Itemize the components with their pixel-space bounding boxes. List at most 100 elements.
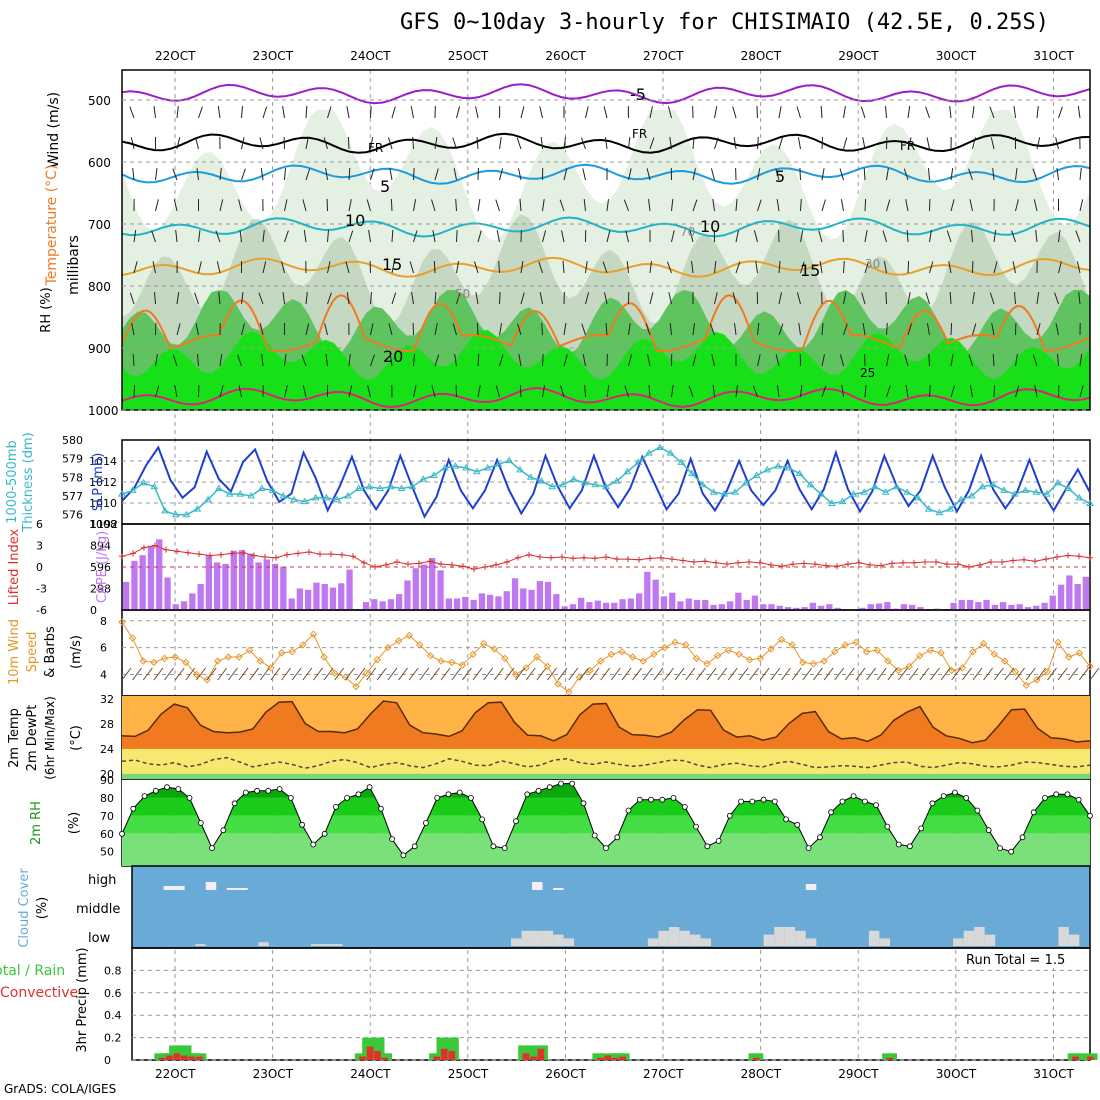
- wind-speed-point: [873, 646, 882, 655]
- rh-point: [591, 832, 598, 839]
- surface-wind-barb: [259, 667, 270, 681]
- wind-barb: [669, 137, 672, 150]
- wind-barb: [499, 137, 502, 150]
- wind-axis-label2: Speed: [25, 632, 40, 673]
- li-point: [570, 555, 576, 562]
- surface-wind-barb: [770, 667, 781, 681]
- li-point: [636, 556, 642, 563]
- cape-bar: [727, 601, 734, 610]
- rh-point: [704, 843, 711, 850]
- rh-tick-label: 50: [100, 846, 114, 859]
- li-point: [724, 561, 730, 568]
- thickness-axis-label: 1000-500mb: [5, 440, 20, 524]
- wind-barb: [155, 168, 158, 181]
- surface-wind-barb: [504, 667, 515, 681]
- wind-barb: [261, 354, 264, 367]
- cloud-high-gap: [163, 886, 175, 890]
- wind-barb: [818, 230, 823, 243]
- wind-barb: [928, 353, 930, 367]
- li-point: [416, 560, 422, 567]
- surface-wind-barb: [579, 667, 589, 681]
- li-point: [625, 556, 631, 563]
- wind-barb: [348, 230, 354, 243]
- temp-band: [122, 773, 1090, 780]
- rh-mask: [122, 780, 1090, 856]
- wind-barb: [732, 292, 737, 305]
- surface-wind-barb: [685, 667, 696, 681]
- surface-wind-barb: [121, 667, 132, 681]
- cape-axis-label: CAPE (J/kg): [95, 531, 110, 603]
- date-label-bottom: 29OCT: [838, 1067, 879, 1081]
- wind-barb: [132, 168, 135, 181]
- rh-point: [366, 784, 373, 791]
- wind-barb: [563, 137, 566, 150]
- surface-wind-barb: [547, 667, 557, 681]
- thickness-point: [354, 484, 363, 491]
- wind-axis-label3: & Barbs: [43, 626, 58, 678]
- wind-barb: [821, 199, 826, 212]
- li-point: [856, 559, 862, 566]
- cloud-unit-label: (%): [35, 897, 50, 920]
- cloud-low-bar: [868, 930, 880, 946]
- li-point: [284, 551, 290, 558]
- wind-barb: [562, 260, 565, 274]
- temp-contour-15: [121, 256, 1091, 278]
- wind-barb: [692, 323, 695, 336]
- wind-barb: [541, 322, 543, 336]
- contour-label: FR: [368, 141, 383, 155]
- li-point: [900, 559, 906, 566]
- chart-title: GFS 0~10day 3-hourly for CHISIMAIO (42.5…: [400, 10, 1050, 35]
- rh-point: [220, 827, 227, 834]
- wind-barb: [563, 323, 567, 336]
- wind-barb: [563, 354, 568, 367]
- wind-barb: [688, 385, 694, 398]
- precip-conv-bar: [1087, 1056, 1094, 1060]
- wind-barb: [735, 261, 741, 274]
- wind-barb: [281, 261, 285, 274]
- cape-bar: [1008, 604, 1015, 610]
- wind-barb: [346, 106, 350, 119]
- cape-bar: [578, 597, 585, 610]
- wind-barb: [239, 230, 242, 243]
- precip-tick-label: 0.8: [104, 964, 122, 977]
- wind-barb: [800, 261, 805, 274]
- temp-area: [122, 701, 1090, 749]
- cape-bar: [197, 584, 204, 610]
- wind-barb: [217, 106, 221, 119]
- wind-barb: [347, 136, 350, 150]
- wind-barb: [647, 354, 651, 367]
- cloud-low-bar: [321, 944, 332, 946]
- precip-total-bar: [377, 1053, 392, 1060]
- wind-barb: [390, 198, 393, 212]
- wind-barb: [1055, 323, 1059, 336]
- thickness-point: [247, 492, 255, 499]
- wind-barb: [1077, 106, 1081, 119]
- cloud-high-gap: [553, 888, 564, 890]
- surface-wind-barb: [706, 667, 717, 681]
- wind-barb: [669, 323, 672, 336]
- wind-barb: [475, 106, 479, 119]
- wind-barb: [757, 199, 762, 212]
- wind-speed-point: [926, 646, 935, 655]
- wind-barb: [841, 385, 844, 398]
- cloud-low-bar: [690, 934, 701, 946]
- cape-bar: [280, 566, 287, 610]
- date-label-bottom: 26OCT: [545, 1067, 586, 1081]
- wind-barb: [820, 105, 823, 119]
- surface-wind-barb: [919, 667, 930, 681]
- surface-wind-barb: [472, 667, 483, 681]
- wind-barb: [839, 354, 844, 367]
- wind-barb: [752, 385, 758, 398]
- cape-bar: [1024, 607, 1032, 610]
- wind-barb: [605, 322, 608, 336]
- wind-speed-point: [639, 657, 647, 665]
- li-point: [317, 551, 323, 558]
- li-point: [361, 559, 367, 566]
- wind-barb: [971, 229, 973, 243]
- surface-wind-barb: [930, 667, 940, 681]
- wind-barb: [671, 385, 674, 398]
- thickness-point: [1086, 499, 1094, 506]
- wind-barb: [539, 292, 543, 305]
- precip-conv-bar: [619, 1056, 626, 1060]
- rh-point: [895, 841, 902, 848]
